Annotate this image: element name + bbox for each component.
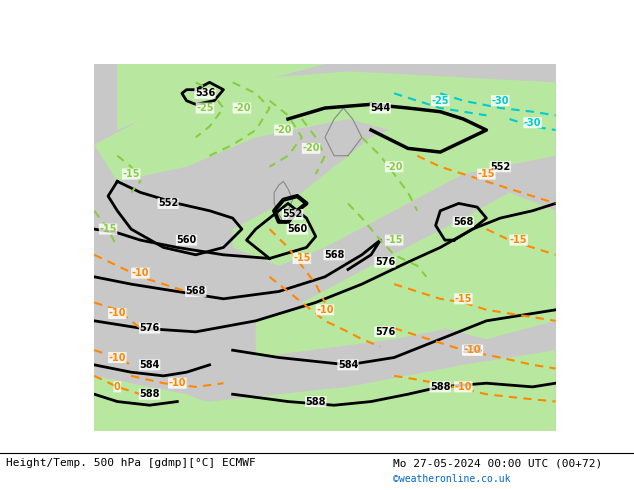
Text: -10: -10 <box>464 345 481 355</box>
Text: 588: 588 <box>139 389 160 399</box>
Polygon shape <box>94 72 555 181</box>
Text: 568: 568 <box>186 287 206 296</box>
Text: Mo 27-05-2024 00:00 UTC (00+72): Mo 27-05-2024 00:00 UTC (00+72) <box>393 458 602 468</box>
Text: 560: 560 <box>176 235 197 245</box>
Text: -30: -30 <box>524 118 541 128</box>
Text: 576: 576 <box>139 323 160 333</box>
Text: -25: -25 <box>197 103 214 113</box>
Text: -15: -15 <box>455 294 472 304</box>
Text: 576: 576 <box>375 257 395 267</box>
Text: 568: 568 <box>324 250 344 260</box>
Polygon shape <box>117 64 325 130</box>
Text: 588: 588 <box>306 396 326 407</box>
Polygon shape <box>302 193 555 339</box>
Text: -15: -15 <box>122 169 140 179</box>
Text: -20: -20 <box>233 103 250 113</box>
Text: -10: -10 <box>108 352 126 363</box>
Text: -20: -20 <box>275 125 292 135</box>
Text: -15: -15 <box>385 235 403 245</box>
Text: 568: 568 <box>453 217 474 227</box>
Polygon shape <box>256 284 440 358</box>
Text: 584: 584 <box>462 345 482 355</box>
Text: 588: 588 <box>430 382 451 392</box>
Text: -25: -25 <box>432 96 449 106</box>
Text: -20: -20 <box>302 144 320 153</box>
Text: 552: 552 <box>283 209 303 220</box>
Text: 584: 584 <box>139 360 160 370</box>
Text: 544: 544 <box>370 103 391 113</box>
Text: ©weatheronline.co.uk: ©weatheronline.co.uk <box>393 474 510 484</box>
Text: -10: -10 <box>455 382 472 392</box>
Text: -15: -15 <box>100 224 117 234</box>
Text: -10: -10 <box>132 268 149 278</box>
Polygon shape <box>233 82 555 266</box>
Text: -15: -15 <box>477 169 495 179</box>
Polygon shape <box>94 350 555 431</box>
Text: 584: 584 <box>338 360 358 370</box>
Text: 552: 552 <box>490 162 510 172</box>
Text: Height/Temp. 500 hPa [gdmp][°C] ECMWF: Height/Temp. 500 hPa [gdmp][°C] ECMWF <box>6 458 256 468</box>
Text: -10: -10 <box>169 378 186 388</box>
Text: -20: -20 <box>385 162 403 172</box>
Text: -10: -10 <box>316 305 333 315</box>
Text: 552: 552 <box>158 198 178 208</box>
Polygon shape <box>94 376 555 431</box>
Text: 0: 0 <box>114 382 120 392</box>
Text: -10: -10 <box>108 309 126 318</box>
Text: -15: -15 <box>293 253 311 264</box>
Text: -15: -15 <box>510 235 527 245</box>
Text: 536: 536 <box>195 88 215 98</box>
Polygon shape <box>417 247 555 339</box>
Text: -30: -30 <box>491 96 509 106</box>
Text: 576: 576 <box>375 327 395 337</box>
Text: 560: 560 <box>287 224 307 234</box>
